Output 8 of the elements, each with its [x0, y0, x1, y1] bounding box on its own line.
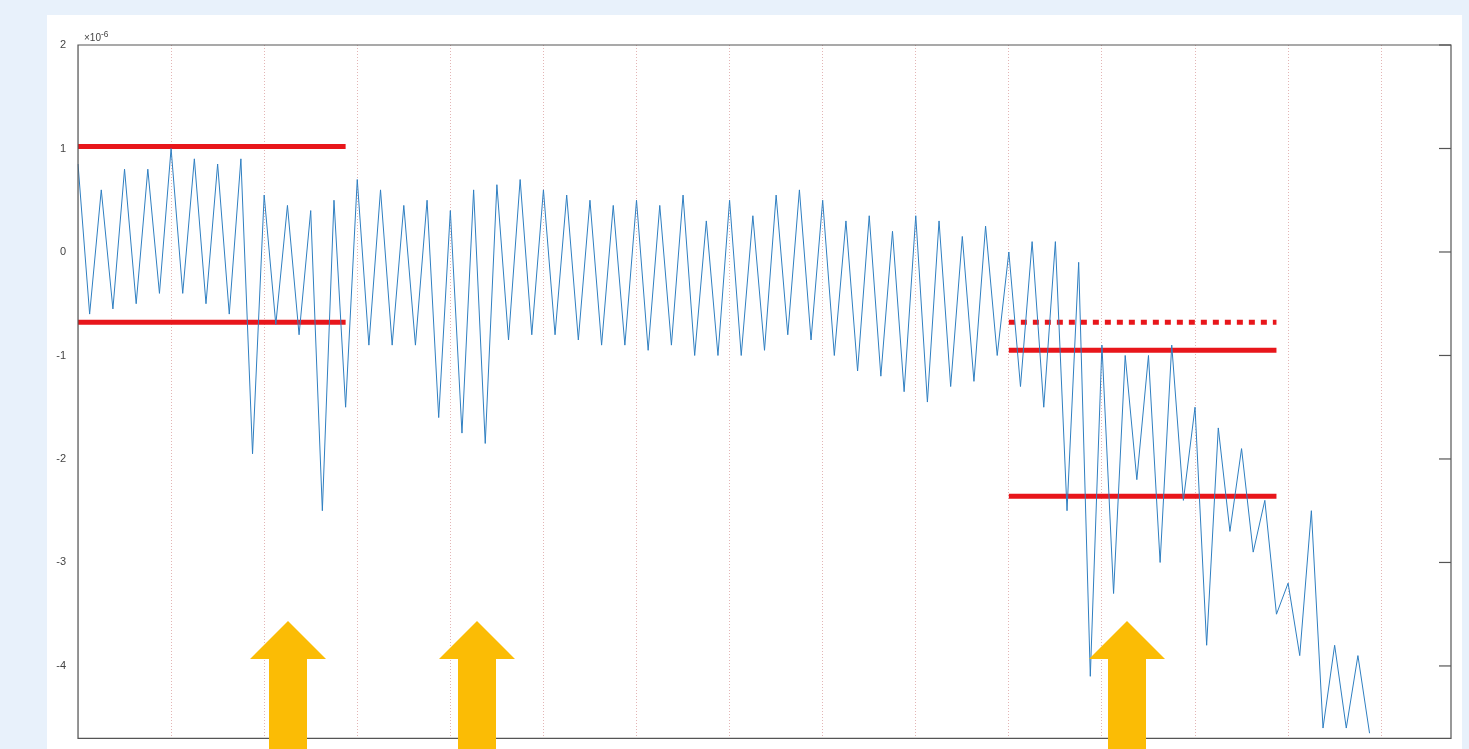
y-tick-label: 2 [59, 38, 66, 51]
text: ×10$^{-6}$ [84, 29, 109, 44]
y-tick-label: 0 [59, 245, 66, 258]
y-tick-label: -4 [56, 658, 66, 671]
y-tick-label: -3 [56, 555, 66, 568]
y-tick-label: 1 [59, 141, 66, 154]
y-tick-label: -2 [56, 452, 66, 464]
y-tick-label: -1 [56, 348, 66, 361]
